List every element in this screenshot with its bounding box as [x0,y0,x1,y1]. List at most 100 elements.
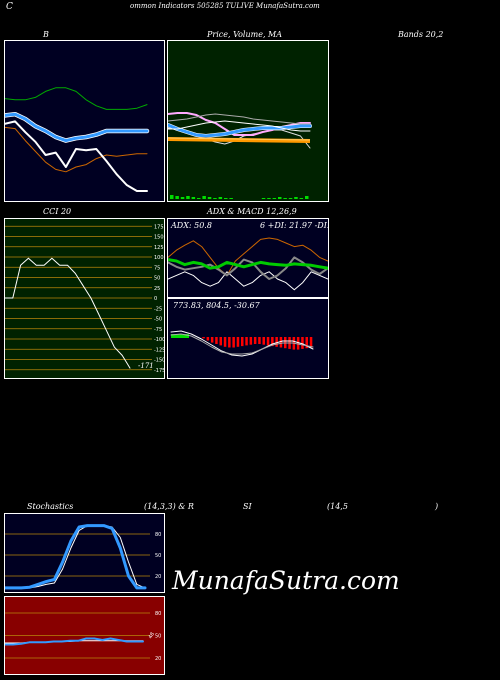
bollinger-panel [4,40,165,202]
adx-series-2 [168,256,328,280]
volume-bar [294,197,298,199]
rsi-params-label: (14,5 [327,502,348,511]
bollinger-series-3 [5,120,148,192]
macd-line [170,330,314,357]
macd-hist-bar [266,337,270,346]
bollinger-chart [5,87,150,192]
macd-hist-bar [258,337,261,344]
adx-panel: ADX: 50.8 6 +DI: 21.97 -DI: 67.46 [167,218,329,298]
cci-chart: 175 150 125 100 75 50 25 0 -25 -50 -75 -100 -125 -150… [5,224,164,374]
macd-hist-bar [241,337,244,347]
macd-hist-bar [271,337,274,347]
volume-bar [175,196,179,199]
volume-bar [197,198,201,199]
rsi-chart: 80 50 20 48 [5,611,161,662]
macd-chart [170,330,314,357]
macd-hist-bar [215,337,218,344]
macd-hist-bar [228,337,231,348]
stoch-tick-label: 20 [155,574,161,580]
bands-label: Bands 20,2 [398,30,444,39]
adx-series-1 [168,271,328,291]
stoch-label: Stochastics [27,502,74,511]
volume-bar [229,198,233,199]
cci-tick-label: 125 [154,245,164,251]
volume-bar [261,198,266,199]
di-values: 6 +DI: 21.97 -DI: 67.46 [260,221,329,230]
volume-bar [186,196,190,199]
macd-hist-bar [249,337,253,345]
rsi-panel: 80 50 20 48 [4,596,165,675]
macd-hist-bar [210,337,214,343]
cci-tick-label: -50 [154,317,162,323]
macd-hist-bar [301,337,304,349]
price-ma-orange [168,137,311,143]
rsi-close-paren: ) [435,502,439,511]
cci-tick-label: -125 [154,347,164,353]
stoch-params-label: (14,3,3) & R [144,502,194,511]
volume-bar [191,197,196,199]
macd-hist-bar [296,337,300,350]
page-title: ommon Indicators 505285 TULIVE MunafaSut… [130,2,320,10]
volume-bar [218,197,223,199]
macd-hist-bar [309,337,313,348]
cci-tick-label: 75 [154,265,160,271]
macd-signal [170,333,314,355]
adx-macd-label: ADX & MACD 12,26,9 [207,207,297,216]
macd-hist-bar [223,337,227,347]
cci-tick-label: 0 [154,296,157,302]
price-ma-yellow [168,137,311,141]
bollinger-label: B [43,30,49,39]
macd-hist-bar [219,337,222,346]
macd-hist-bar [262,337,265,345]
cci-last-value: -171 [138,362,154,370]
price-series-4 [168,113,311,125]
bollinger-series-0 [5,87,148,110]
volume-bar [170,195,174,199]
adx-value: ADX: 50.8 [171,221,212,230]
macd-hist-bar [245,337,248,346]
cci-tick-label: -150 [154,358,164,364]
price-series-2 [168,123,312,138]
price-ma-label: Price, Volume, MA [207,30,283,39]
macd-hist-bar [305,337,308,349]
stoch-tick-label: 50 [155,553,161,559]
macd-values: 773.83, 804.5, -30.67 [173,301,260,310]
volume-bar [278,197,282,199]
macd-hist-bar [202,337,205,339]
macd-hist-positive [171,334,189,338]
price-series-3 [168,120,311,132]
cci-tick-label: -100 [154,337,164,343]
volume-bar [224,198,228,199]
rsi-tick-label: 80 [155,611,161,617]
macd-hist-bar [206,337,210,341]
macd-hist-bar [253,337,257,344]
adx-series-0 [168,237,328,276]
macd-hist-bar [279,337,283,348]
stochastics-panel: 80 50 20 [4,513,165,593]
price-chart [168,112,312,199]
cci-panel: 175 150 125 100 75 50 25 0 -25 -50 -75 -100 -125 -150… [4,218,165,379]
header-c: C [6,2,13,12]
bollinger-series-2 [5,126,148,173]
cci-tick-label: -175 [154,368,164,374]
rsi-tick-label: 20 [155,656,161,662]
rsi-label: SI [243,502,252,511]
macd-hist-bar [275,337,278,347]
rsi-current-label: 48 [148,631,156,640]
stoch-tick-label: 80 [155,532,161,538]
cci-tick-label: 25 [154,286,160,292]
adx-series-3 [168,258,328,270]
volume-bar [202,196,206,199]
rsi-tick-label: 50 [155,634,161,640]
adx-chart [168,237,328,291]
macd-panel: 773.83, 804.5, -30.67 [167,298,329,379]
volume-bar [180,197,185,199]
volume-bar [267,198,271,199]
cci-tick-label: 150 [154,235,164,241]
brand-watermark: MunafaSutra.com [172,566,400,595]
cci-tick-label: -75 [154,327,162,333]
volume-bar [299,198,304,199]
macd-hist-bar [236,337,240,347]
stoch-k-line [5,524,147,590]
cci-line [5,257,131,369]
